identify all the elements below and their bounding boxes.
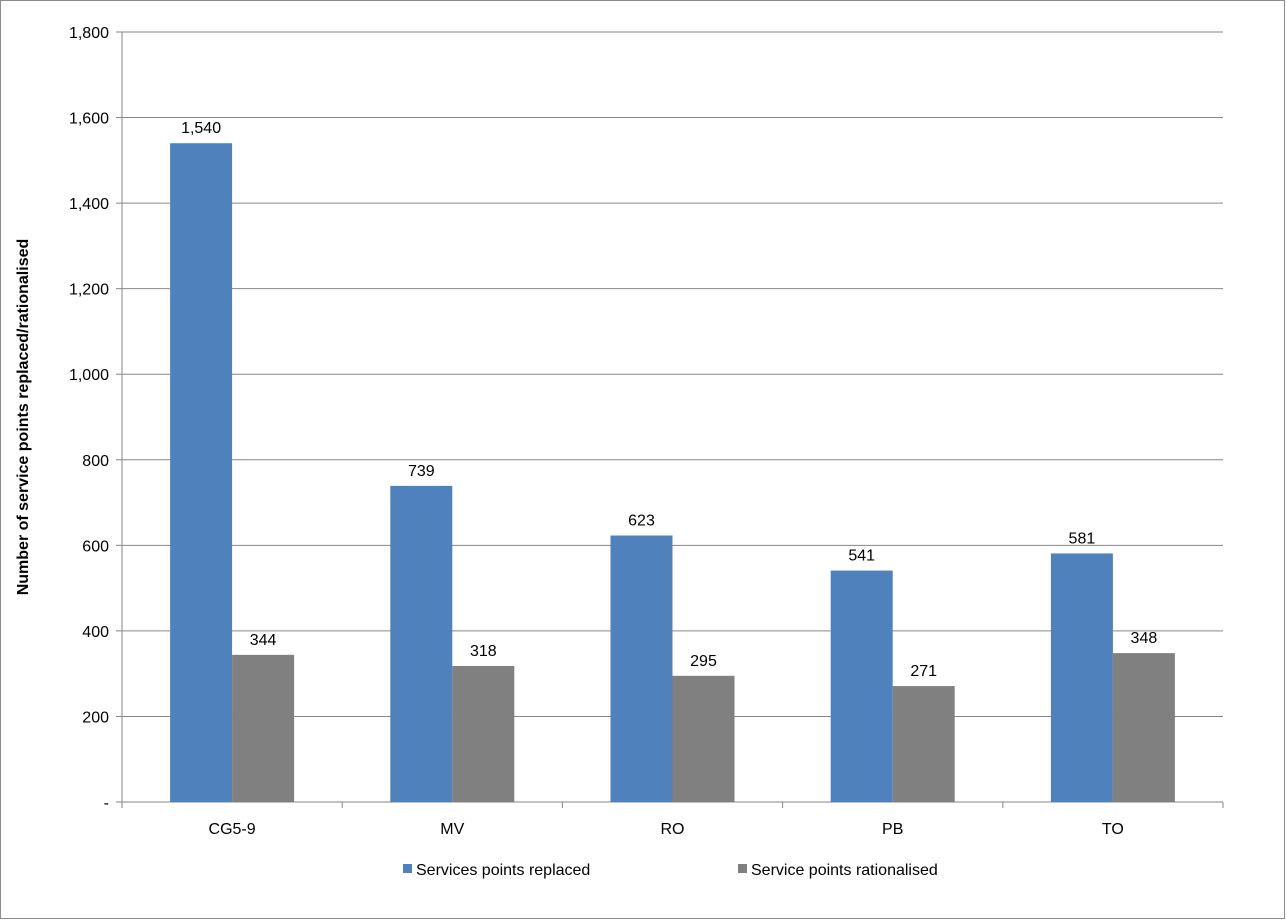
bar-replaced xyxy=(1050,553,1113,802)
bar-replaced xyxy=(170,143,233,802)
data-label: 581 xyxy=(1069,530,1096,547)
bar-rationalised xyxy=(672,675,735,802)
data-label: 295 xyxy=(690,653,717,670)
data-label: 348 xyxy=(1131,630,1158,647)
data-label: 541 xyxy=(848,548,875,565)
data-label: 271 xyxy=(910,663,937,680)
data-label: 344 xyxy=(250,632,277,649)
legend-swatch xyxy=(403,864,412,873)
x-tick-label: RO xyxy=(661,821,685,838)
data-labels: 1,540 344 739 318 623 295 541 271 581 348 xyxy=(181,120,1157,680)
axes: - 200 400 600 800 1,000 1,200 1,400 1,600 1,800 CG… xyxy=(69,25,1224,838)
bar-replaced xyxy=(610,535,673,802)
y-tick-label: 1,000 xyxy=(69,367,109,384)
x-tick-label: MV xyxy=(440,821,464,838)
bar-replaced xyxy=(830,570,893,802)
y-tick-label: 200 xyxy=(82,709,109,726)
x-tick-label: CG5-9 xyxy=(209,821,256,838)
y-tick-label: 1,600 xyxy=(69,111,109,128)
data-label: 623 xyxy=(628,512,655,529)
data-label: 739 xyxy=(408,463,435,480)
data-label: 1,540 xyxy=(181,120,221,137)
bar-rationalised xyxy=(232,654,295,802)
legend-label: Service points rationalised xyxy=(751,862,938,879)
y-tick-label: 800 xyxy=(82,453,109,470)
y-tick-label: 600 xyxy=(82,538,109,555)
bars xyxy=(170,143,1175,802)
y-axis-title: Number of service points replaced/ration… xyxy=(15,239,32,596)
y-tick-label: 400 xyxy=(82,624,109,641)
y-tick-label: - xyxy=(104,795,109,812)
bar-replaced xyxy=(390,485,453,802)
bar-rationalised xyxy=(1112,653,1175,802)
y-tick-label: 1,200 xyxy=(69,282,109,299)
legend-swatch xyxy=(738,864,747,873)
x-tick-label: TO xyxy=(1102,821,1124,838)
data-label: 318 xyxy=(470,643,497,660)
bar-rationalised xyxy=(892,686,955,802)
y-tick-label: 1,800 xyxy=(69,25,109,42)
legend-label: Services points replaced xyxy=(416,862,590,879)
x-tick-label: PB xyxy=(882,821,903,838)
legend: Services points replaced Service points r… xyxy=(403,862,938,879)
bar-rationalised xyxy=(452,665,515,802)
gridlines xyxy=(122,31,1223,717)
y-tick-label: 1,400 xyxy=(69,196,109,213)
